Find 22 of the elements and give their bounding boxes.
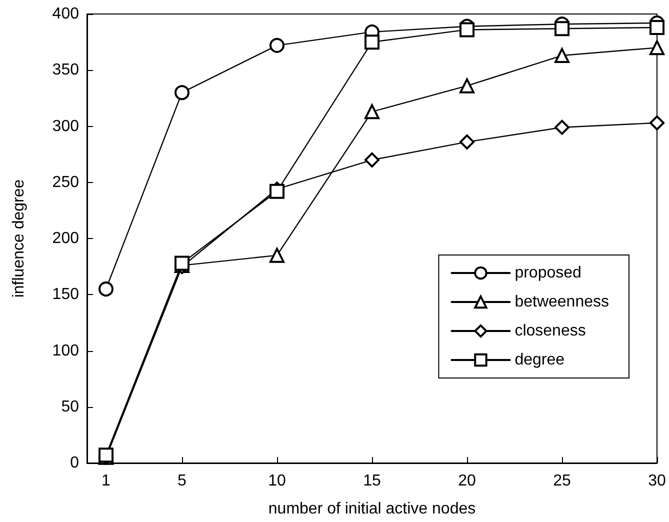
x-tick-label: 25: [553, 472, 571, 490]
y-tick-label: 200: [52, 230, 80, 247]
y-tick-label: 300: [52, 118, 80, 135]
x-tick-label: 30: [648, 472, 666, 490]
x-axis-title: number of initial active nodes: [268, 500, 476, 518]
legend-label: closeness: [514, 322, 586, 340]
y-tick-label: 250: [52, 174, 80, 191]
y-axis-title: influence degree: [10, 179, 28, 298]
legend-label: degree: [514, 352, 565, 368]
x-tick-label: 20: [458, 472, 476, 490]
legend-label: betweenness: [514, 294, 610, 310]
x-tick-label: 15: [363, 472, 381, 490]
x-tick-label: 1: [102, 472, 111, 490]
y-tick-label: 50: [61, 398, 80, 416]
y-tick-label: 150: [52, 286, 80, 304]
x-tick-label: 10: [268, 472, 286, 490]
y-tick-label: 100: [52, 342, 80, 360]
y-tick-label: 0: [70, 454, 80, 472]
legend-label: proposed: [514, 264, 582, 282]
x-tick-label: 5: [178, 472, 187, 490]
y-tick-label: 400: [52, 6, 80, 22]
y-tick-label: 350: [52, 62, 80, 79]
